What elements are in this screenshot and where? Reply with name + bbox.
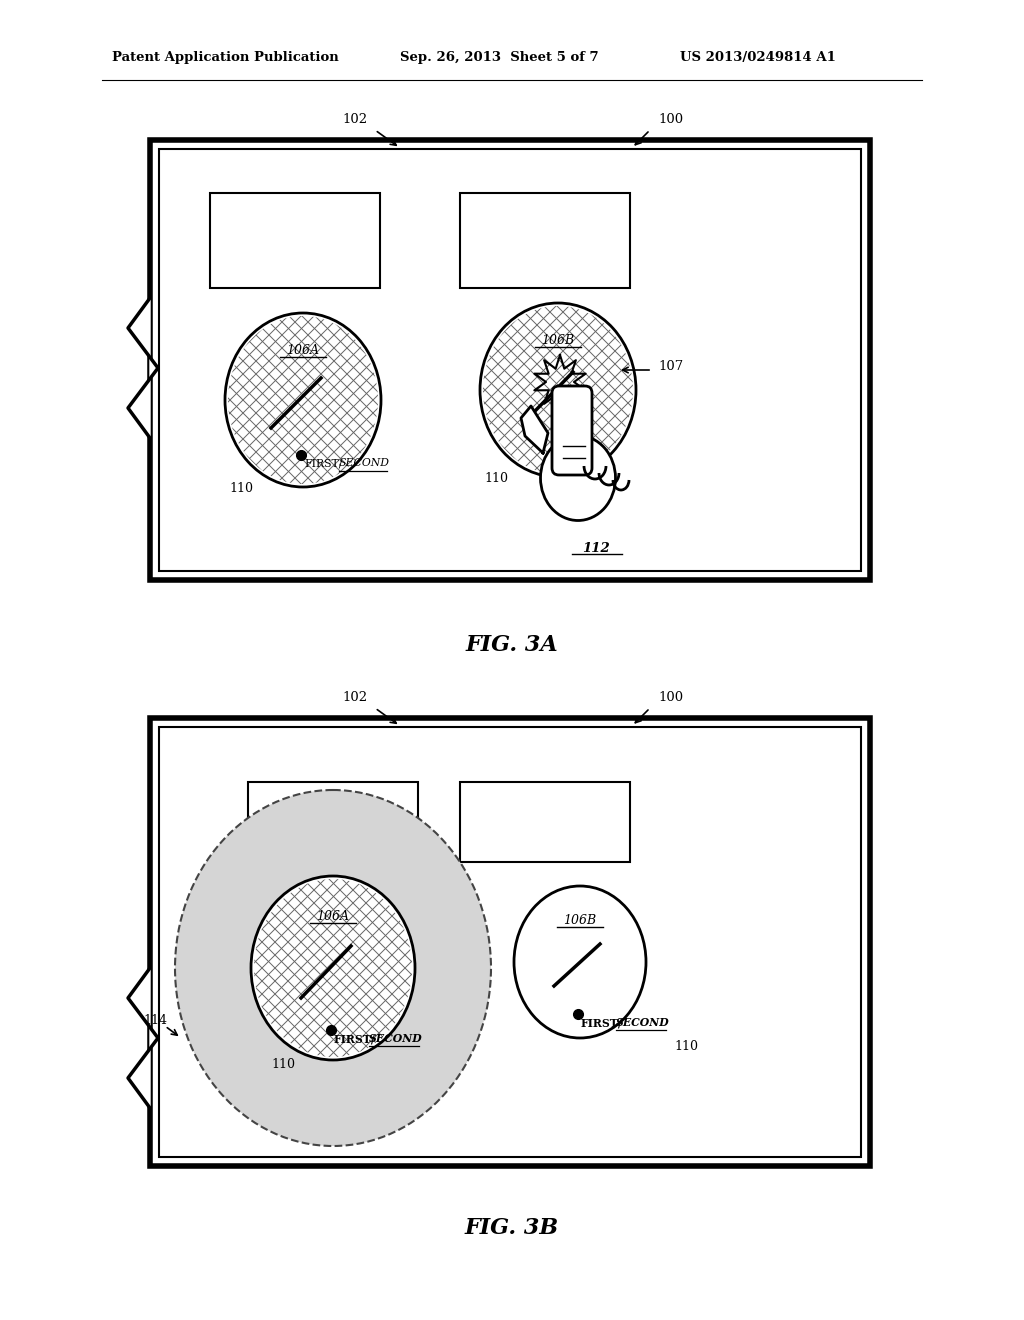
- Text: FIRST/S: FIRST/S: [559, 447, 605, 458]
- Text: 106A: 106A: [287, 343, 319, 356]
- Polygon shape: [128, 968, 158, 1107]
- Text: FIRST/: FIRST/: [304, 458, 342, 469]
- Ellipse shape: [225, 313, 381, 487]
- Bar: [159, 727, 861, 1158]
- Text: SECOND: SECOND: [369, 1034, 423, 1044]
- Text: 106A: 106A: [316, 909, 349, 923]
- Ellipse shape: [541, 436, 615, 520]
- Text: SECOND: SECOND: [616, 1016, 670, 1028]
- Text: 102: 102: [343, 114, 368, 125]
- Text: 100: 100: [658, 690, 683, 704]
- Text: 112: 112: [582, 543, 610, 554]
- Bar: [248, 781, 418, 862]
- Text: Patent Application Publication: Patent Application Publication: [112, 50, 339, 63]
- Bar: [150, 140, 870, 579]
- Ellipse shape: [480, 304, 636, 477]
- Text: 110: 110: [229, 482, 253, 495]
- Text: 110: 110: [484, 473, 508, 484]
- Bar: [210, 193, 380, 288]
- Ellipse shape: [514, 886, 646, 1038]
- Ellipse shape: [175, 789, 490, 1146]
- Text: 110: 110: [674, 1040, 698, 1053]
- Bar: [460, 193, 630, 288]
- Polygon shape: [128, 298, 158, 438]
- Bar: [460, 781, 630, 862]
- Text: FIRST/: FIRST/: [334, 1034, 376, 1044]
- Text: 107: 107: [658, 360, 683, 374]
- Text: 114: 114: [143, 1014, 167, 1027]
- Text: US 2013/0249814 A1: US 2013/0249814 A1: [680, 50, 836, 63]
- Text: FIG. 3A: FIG. 3A: [466, 634, 558, 656]
- FancyBboxPatch shape: [552, 385, 592, 475]
- Text: 102: 102: [343, 690, 368, 704]
- Ellipse shape: [251, 876, 415, 1060]
- Text: Sep. 26, 2013  Sheet 5 of 7: Sep. 26, 2013 Sheet 5 of 7: [400, 50, 599, 63]
- Text: SECOND: SECOND: [339, 458, 390, 469]
- Bar: [159, 149, 861, 572]
- Text: 106B: 106B: [563, 913, 597, 927]
- Bar: [150, 718, 870, 1166]
- Polygon shape: [521, 407, 548, 453]
- Text: FIRST/: FIRST/: [581, 1016, 623, 1028]
- Text: 100: 100: [658, 114, 683, 125]
- Text: 110: 110: [271, 1059, 295, 1071]
- Text: FIG. 3B: FIG. 3B: [465, 1217, 559, 1239]
- Text: 106B: 106B: [542, 334, 574, 346]
